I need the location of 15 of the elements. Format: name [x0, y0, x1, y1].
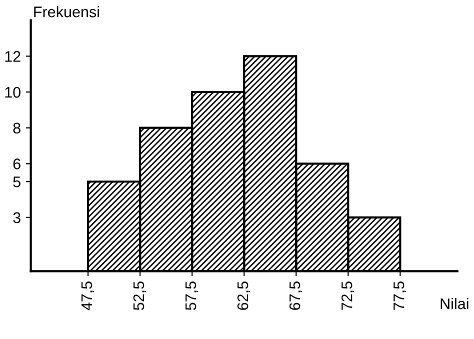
x-tick-label: 67,5 [289, 282, 302, 310]
x-tick-label: 62,5 [237, 282, 250, 310]
y-tick-label: 8 [13, 122, 20, 134]
x-tick-label: 72,5 [341, 282, 354, 310]
x-tick-label: 52,5 [133, 282, 146, 310]
x-tick-label: 77,5 [394, 282, 406, 310]
x-axis-title: Nilai [440, 298, 468, 310]
y-tick-label: 12 [5, 51, 20, 62]
y-axis-title: Frekuensi [34, 6, 99, 18]
x-tick-label: 57,5 [186, 282, 198, 310]
y-tick-label: 3 [13, 212, 20, 224]
x-tick-label: 47,5 [81, 282, 94, 310]
y-tick-label: 6 [13, 158, 20, 170]
y-tick-label: 5 [13, 176, 20, 188]
y-tick-label: 10 [5, 86, 20, 98]
